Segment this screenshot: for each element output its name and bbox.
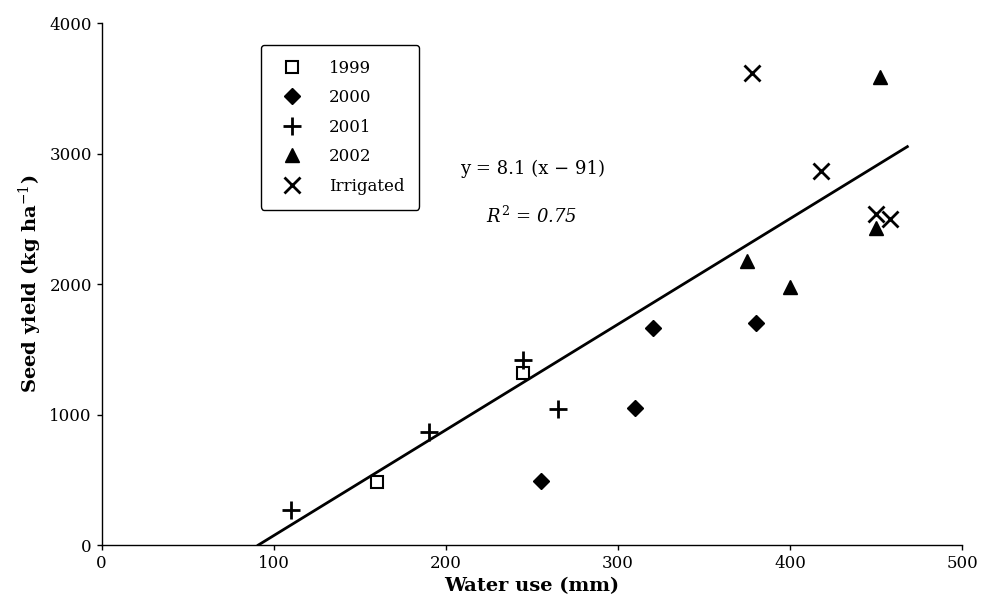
X-axis label: Water use (mm): Water use (mm) [444, 577, 619, 595]
Text: $R^2$ = 0.75: $R^2$ = 0.75 [486, 206, 578, 227]
Legend: 1999, 2000, 2001, 2002, Irrigated: 1999, 2000, 2001, 2002, Irrigated [260, 45, 419, 209]
Text: y = 8.1 (x − 91): y = 8.1 (x − 91) [459, 160, 604, 179]
Y-axis label: Seed yield (kg ha$^{-1}$): Seed yield (kg ha$^{-1}$) [17, 175, 44, 394]
